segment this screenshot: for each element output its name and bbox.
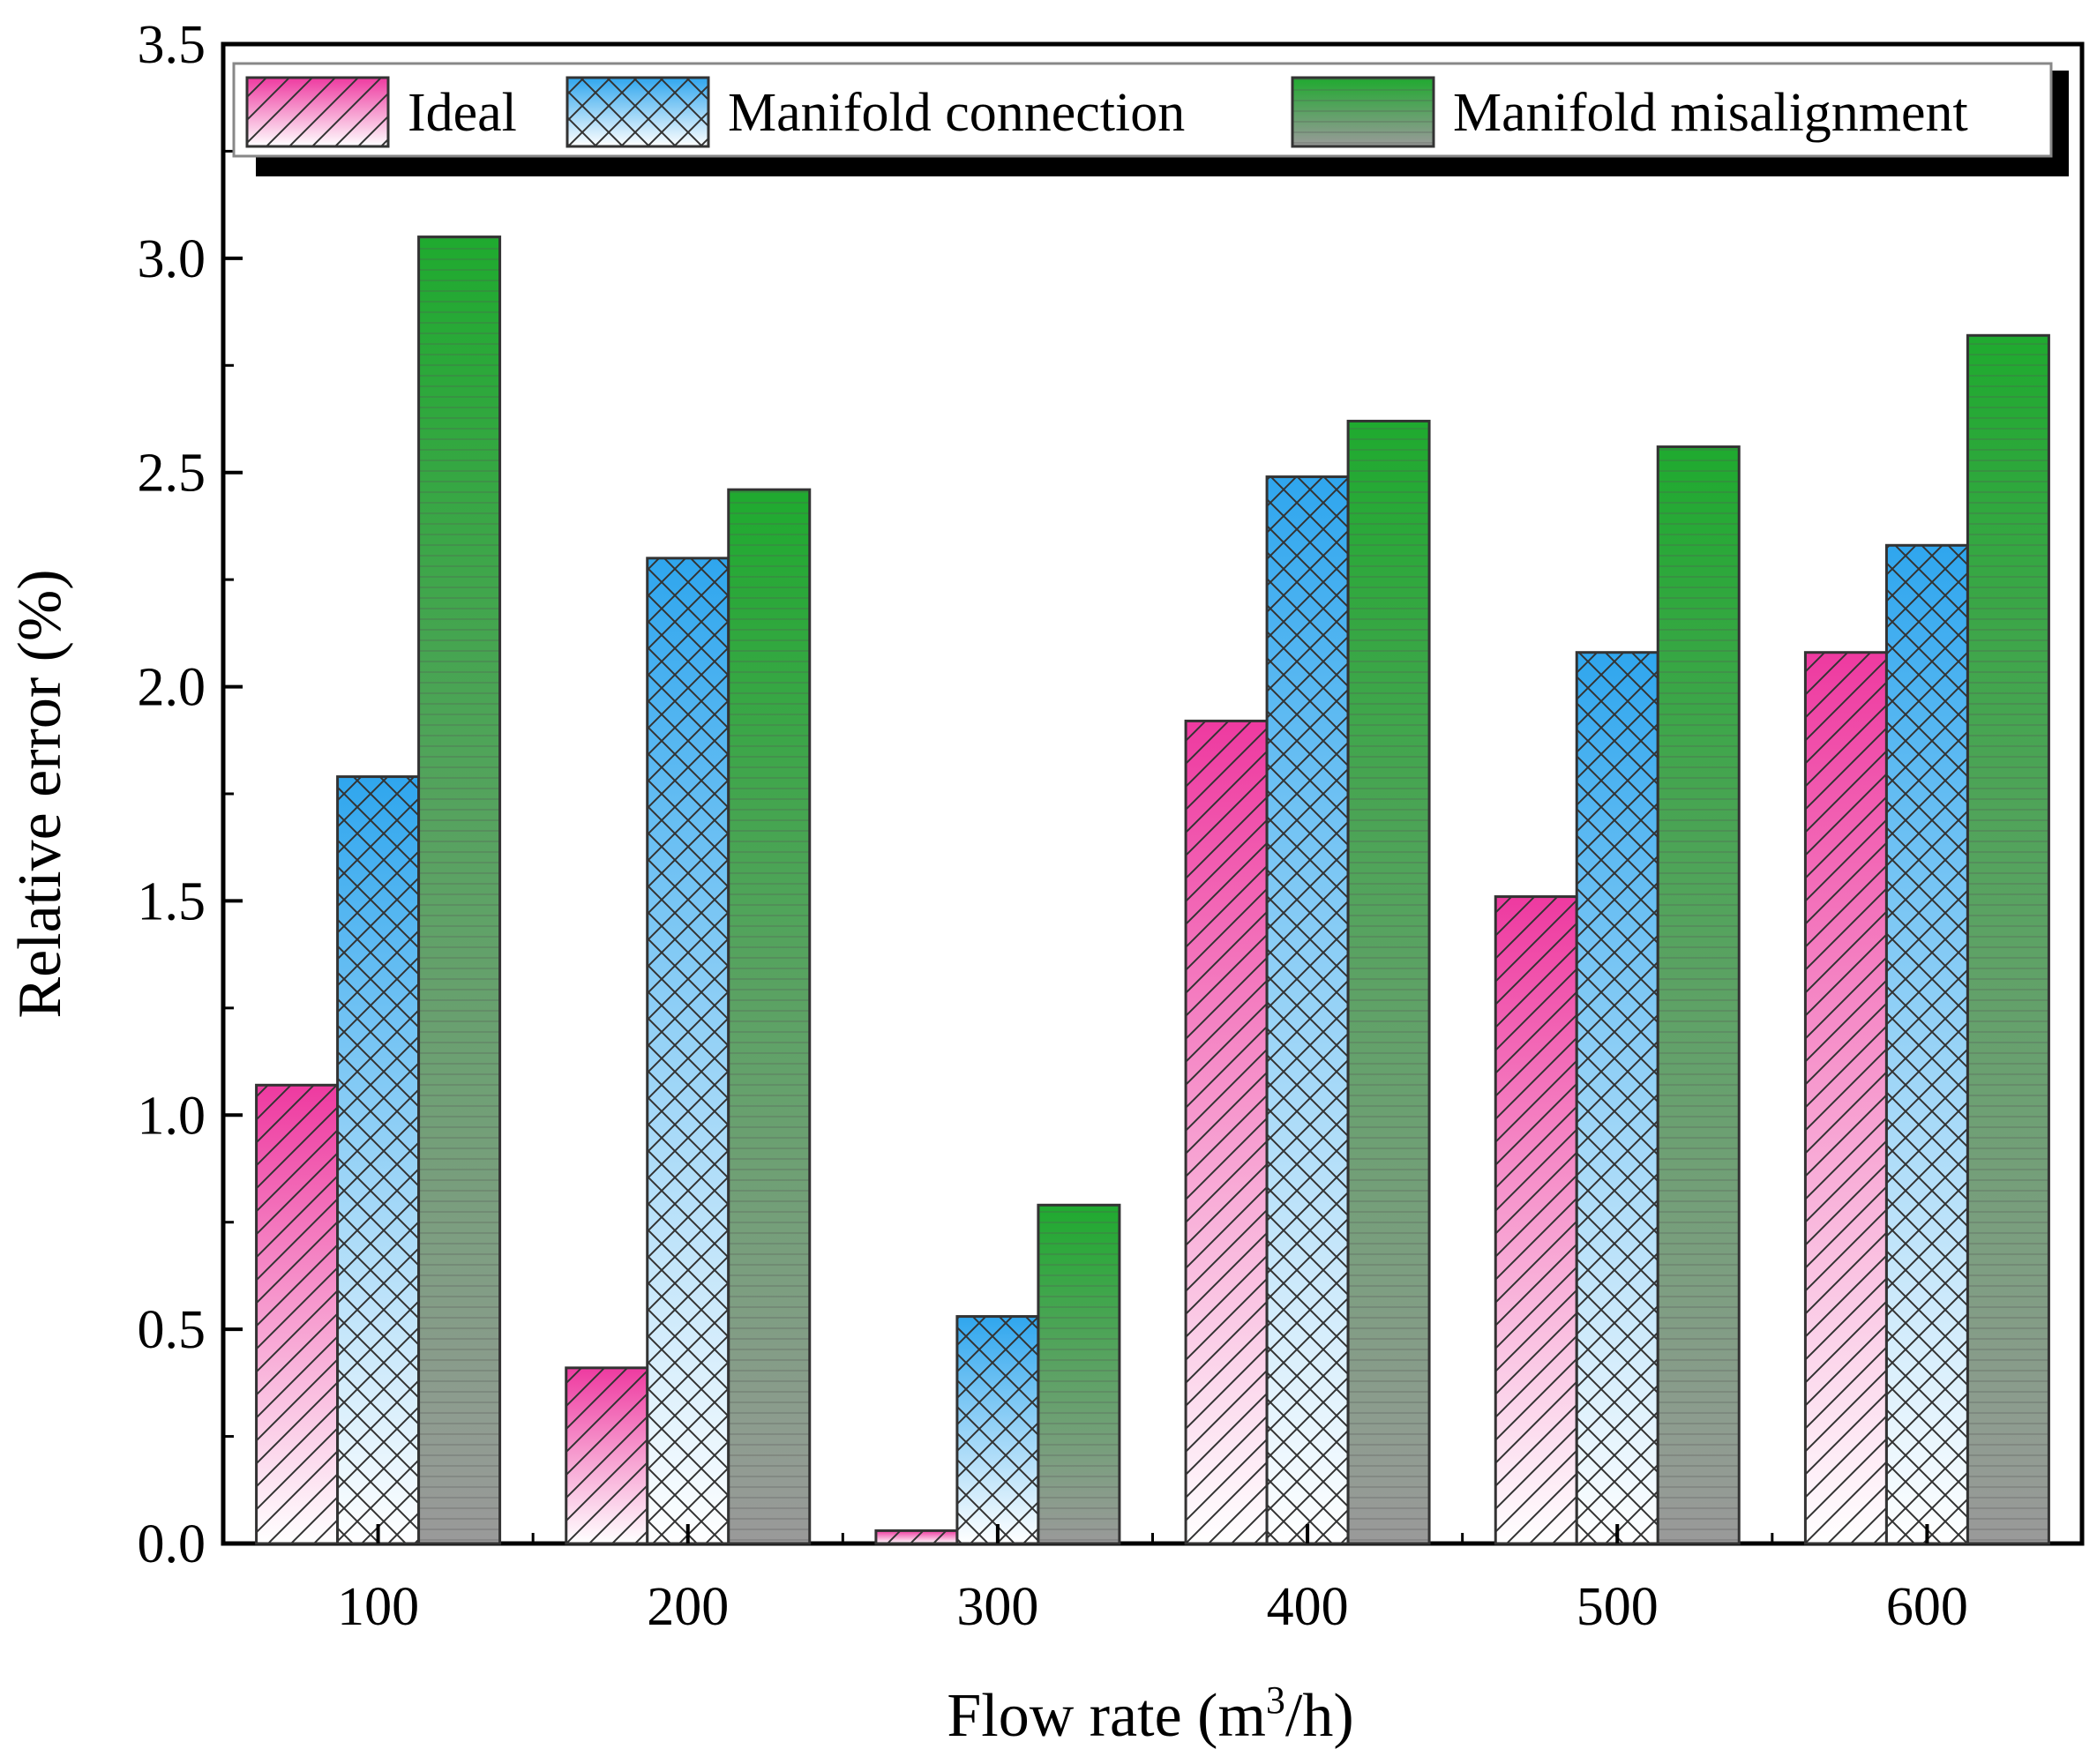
bar-manifold-connection-600 (1884, 543, 1969, 1545)
x-axis-title-main: Flow rate (m (947, 1682, 1266, 1750)
bar-pattern (1575, 651, 1659, 1545)
x-tick-label: 100 (337, 1577, 419, 1637)
y-axis: 0.0 0.5 1.0 1.5 2.0 2.5 3.0 3.5 (138, 15, 243, 1574)
legend-swatch (245, 76, 390, 148)
legend-swatch (1291, 76, 1435, 148)
x-tick-label: 400 (1267, 1577, 1349, 1637)
x-tick-label: 500 (1576, 1577, 1659, 1637)
bar-pattern (336, 775, 421, 1545)
bar-pattern (1265, 475, 1350, 1545)
bar-manifold-connection-300 (955, 1315, 1040, 1545)
legend: Ideal Manifold connection Manifold misalig… (232, 62, 2069, 176)
legend-label: Ideal (408, 83, 517, 143)
legend-entry-ideal: Ideal (245, 76, 517, 148)
y-tick-label: 2.5 (138, 444, 206, 504)
legend-entry-manifold-connection: Manifold connection (565, 76, 1185, 148)
x-tick-label: 200 (647, 1577, 729, 1637)
bar-manifold-misalignment-400 (1346, 419, 1431, 1545)
x-axis-title-suffix: /h) (1285, 1682, 1354, 1750)
plot-frame (221, 41, 2085, 1546)
bar-ideal-400 (1184, 719, 1269, 1545)
bars-group (255, 235, 2050, 1545)
bar-ideal-200 (565, 1366, 649, 1545)
legend-label: Manifold misalignment (1453, 83, 1968, 143)
bar-pattern (1656, 445, 1741, 1545)
bar-pattern (1966, 333, 2050, 1545)
bar-pattern (874, 1529, 959, 1545)
y-tick-label: 3.0 (138, 229, 206, 289)
legend-label: Manifold connection (728, 83, 1185, 143)
y-tick-label: 3.5 (138, 15, 206, 75)
y-tick-label: 0.0 (138, 1514, 206, 1574)
x-axis-title: Flow rate (m3/h) (947, 1678, 1353, 1750)
bar-ideal-100 (255, 1083, 340, 1545)
bar-ideal-500 (1494, 895, 1578, 1545)
bar-manifold-connection-400 (1265, 475, 1350, 1545)
bar-manifold-misalignment-300 (1037, 1203, 1121, 1545)
bar-pattern (1184, 719, 1269, 1545)
bar-pattern (646, 557, 730, 1545)
y-tick-label: 1.5 (138, 871, 206, 931)
x-axis-title-sup: 3 (1266, 1678, 1285, 1722)
bar-pattern (727, 488, 812, 1545)
bar-pattern (565, 1366, 649, 1545)
bar-manifold-connection-500 (1575, 651, 1659, 1545)
bar-manifold-misalignment-500 (1656, 445, 1741, 1545)
bar-pattern (1884, 543, 1969, 1545)
bar-pattern (1037, 1203, 1121, 1545)
bar-pattern (955, 1315, 1040, 1545)
legend-box (232, 62, 2053, 158)
y-axis-title: Relative error (%) (6, 569, 74, 1018)
bar-manifold-connection-200 (646, 557, 730, 1545)
bar-pattern (1346, 419, 1431, 1545)
bar-pattern (1494, 895, 1578, 1545)
bar-manifold-misalignment-200 (727, 488, 812, 1545)
bar-manifold-misalignment-100 (417, 235, 502, 1545)
x-tick-label: 300 (956, 1577, 1038, 1637)
bar-manifold-misalignment-600 (1966, 333, 2050, 1545)
x-axis: 100 200 300 400 500 600 (337, 1524, 1968, 1637)
x-tick-label: 600 (1886, 1577, 1968, 1637)
bar-pattern (417, 235, 502, 1545)
bar-ideal-600 (1803, 651, 1888, 1545)
legend-swatch (565, 76, 710, 148)
bar-pattern (255, 1083, 340, 1545)
y-tick-label: 2.0 (138, 658, 206, 718)
bar-ideal-300 (874, 1529, 959, 1545)
bar-pattern (1803, 651, 1888, 1545)
bar-manifold-connection-100 (336, 775, 421, 1545)
legend-entry-manifold-misalignment: Manifold misalignment (1291, 76, 1968, 148)
y-tick-label: 0.5 (138, 1300, 206, 1360)
y-tick-label: 1.0 (138, 1086, 206, 1146)
